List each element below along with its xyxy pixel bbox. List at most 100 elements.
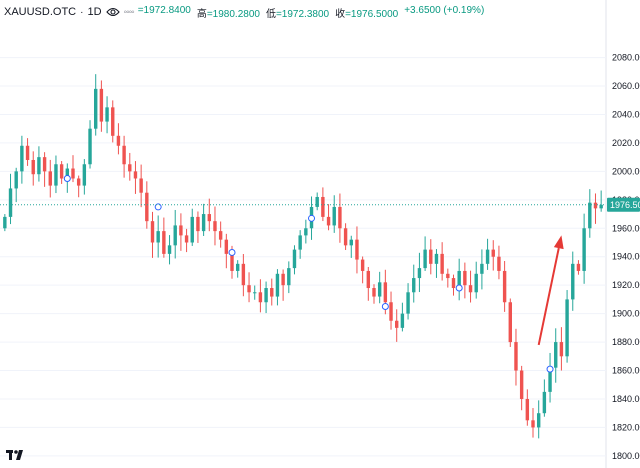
eye-icon[interactable] (105, 6, 120, 18)
candle-body (111, 107, 115, 136)
candle-body (599, 204, 603, 209)
open-value: =1972.8400 (137, 4, 191, 16)
candle-body (173, 225, 177, 246)
candle (571, 251, 575, 311)
event-marker (546, 365, 554, 373)
candle-body (128, 164, 132, 172)
candle-body (497, 256, 501, 271)
candle (463, 262, 467, 299)
candle-body (412, 278, 416, 293)
candle (111, 100, 115, 143)
candle (224, 233, 229, 269)
high-value: =1980.2800 (206, 8, 260, 20)
y-tick-label: 2040.00 (612, 109, 640, 119)
y-tick-label: 1880.00 (612, 337, 640, 347)
candle (480, 249, 484, 290)
candle (122, 135, 126, 178)
candle (332, 195, 336, 233)
candle-body (434, 253, 439, 264)
y-tick-label: 1960.00 (612, 223, 640, 233)
candle (576, 260, 581, 275)
candle (491, 240, 495, 271)
candle (94, 74, 98, 136)
event-marker (154, 203, 162, 211)
candle (133, 161, 138, 194)
candle-body (332, 206, 336, 226)
interval-label[interactable]: 1D (87, 6, 102, 18)
candle-body (446, 273, 450, 279)
y-tick-label: 1940.00 (612, 252, 640, 262)
candle-body (196, 216, 200, 232)
candle-body (150, 221, 155, 243)
candle-body (514, 342, 518, 371)
candle-body (315, 196, 319, 207)
candle-body (360, 259, 365, 271)
candle (201, 203, 206, 236)
candle (400, 302, 405, 332)
candle (519, 365, 524, 411)
candle (139, 164, 143, 208)
tradingview-logo-icon[interactable] (6, 448, 28, 462)
candle (554, 328, 558, 383)
candle (326, 204, 331, 231)
candle-body (571, 263, 575, 300)
candle-body (559, 342, 564, 357)
candle (304, 219, 308, 244)
candle (582, 213, 586, 284)
candle (264, 281, 268, 314)
candle (218, 221, 223, 248)
candle-body (292, 249, 297, 269)
candle-body (241, 263, 246, 286)
candle-body (122, 145, 126, 165)
candle (116, 123, 121, 155)
candle (31, 151, 35, 186)
candle (508, 298, 512, 347)
candle-body (54, 164, 58, 186)
candle (179, 213, 183, 251)
close-label: 收 (335, 8, 346, 20)
close-value: =1976.5000 (345, 8, 399, 20)
low-value: =1972.3800 (275, 8, 330, 20)
candle (275, 269, 280, 306)
candle (145, 181, 149, 229)
candle-body (207, 214, 211, 222)
candle (406, 283, 410, 320)
candle-body (508, 302, 512, 343)
candle-body (247, 285, 251, 293)
high-label: 高 (196, 8, 207, 20)
candle-body (463, 270, 467, 286)
candle (531, 408, 535, 438)
candle-body (235, 263, 240, 271)
candle-body (42, 157, 47, 172)
price-axis[interactable]: 1800.00 1820.00 1840.00 1860.00 1880.00 1900.… (612, 53, 640, 461)
candle (20, 135, 24, 184)
candle (321, 187, 325, 222)
candle (253, 285, 257, 300)
candle-body (304, 228, 308, 236)
candle-body (264, 288, 268, 303)
candle-body (258, 292, 263, 303)
candle (588, 189, 592, 238)
candle (502, 260, 507, 312)
candle (525, 389, 530, 426)
arrow-shaft (537, 247, 560, 346)
more-options-icon[interactable]: ◦◦◦◦ (123, 6, 135, 18)
symbol-name[interactable]: XAUUSD.OTC (4, 6, 77, 18)
candle-body (156, 231, 160, 243)
candle (25, 138, 30, 166)
candle-body (377, 282, 382, 297)
candle-body (213, 221, 217, 232)
grid (0, 0, 607, 468)
candle (37, 146, 41, 182)
candle-body (287, 268, 291, 286)
last-price-tag-text: 1976.50 (610, 200, 640, 210)
y-tick-label: 2020.00 (612, 138, 640, 148)
y-tick-label: 1800.00 (612, 451, 640, 461)
candle-body (372, 288, 376, 297)
candle-body (531, 420, 535, 428)
candle-body (440, 253, 444, 274)
y-tick-label: 1920.00 (612, 280, 640, 290)
candle-body (116, 135, 121, 146)
